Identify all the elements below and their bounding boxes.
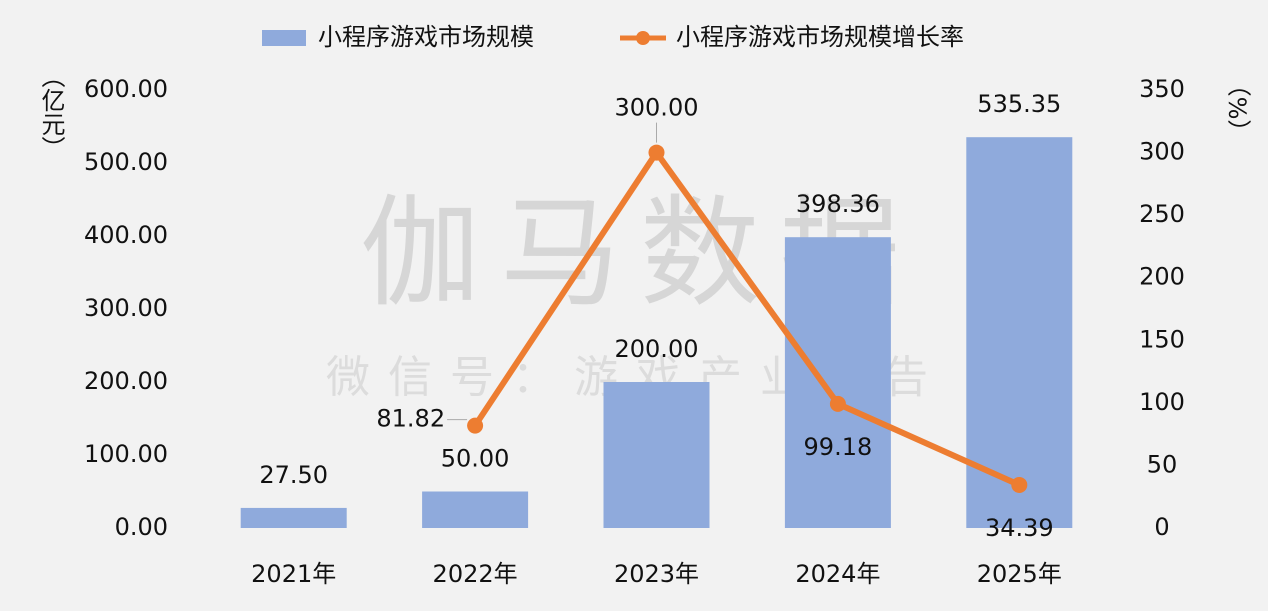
- y-axis-label: （亿元）: [37, 64, 65, 160]
- bar: [603, 382, 710, 528]
- x-tick-label: 2024年: [795, 560, 880, 588]
- y-tick-label: 300.00: [84, 294, 168, 322]
- x-tick-label: 2022年: [433, 560, 518, 588]
- data-label: 99.18: [804, 433, 873, 461]
- y-tick-label: 400.00: [84, 221, 168, 249]
- y2-axis-label: （%）: [1223, 73, 1251, 144]
- y-tick-label: 200.00: [84, 367, 168, 395]
- legend-label: 小程序游戏市场规模: [318, 23, 534, 51]
- data-label: 81.82: [376, 405, 445, 433]
- line-point: [1011, 476, 1028, 493]
- y2-tick-label: 0: [1154, 513, 1169, 541]
- y2-tick-label: 300: [1139, 138, 1185, 166]
- line-point: [467, 417, 484, 434]
- bar: [240, 507, 347, 528]
- y-tick-label: 0.00: [115, 513, 168, 541]
- y2-tick-label: 150: [1139, 325, 1185, 353]
- line: [472, 149, 1021, 488]
- y-tick-label: 100.00: [84, 440, 168, 468]
- data-label: 34.39: [985, 514, 1054, 542]
- line-point: [829, 395, 846, 412]
- y2-tick-label: 50: [1147, 450, 1178, 478]
- legend-swatch: [636, 31, 650, 45]
- y2-tick-label: 100: [1139, 388, 1185, 416]
- bar: [784, 237, 891, 528]
- y-tick-label: 500.00: [84, 148, 168, 176]
- x-tick-label: 2023年: [614, 560, 699, 588]
- x-tick-label: 2021年: [251, 560, 336, 588]
- bar: [422, 491, 529, 528]
- data-label: 50.00: [441, 445, 510, 473]
- data-label: 300.00: [615, 94, 699, 122]
- x-tick-label: 2025年: [977, 560, 1062, 588]
- data-label: 398.36: [796, 190, 880, 218]
- y-tick-label: 600.00: [84, 75, 168, 103]
- bar: [966, 137, 1073, 528]
- legend-label: 小程序游戏市场规模增长率: [676, 23, 964, 51]
- line-point: [648, 144, 665, 161]
- y2-tick-label: 200: [1139, 263, 1185, 291]
- data-label: 27.50: [259, 461, 328, 489]
- y2-tick-label: 250: [1139, 200, 1185, 228]
- y2-tick-label: 350: [1139, 75, 1185, 103]
- legend-swatch: [262, 30, 306, 46]
- data-label: 200.00: [615, 335, 699, 363]
- data-label: 535.35: [977, 90, 1061, 118]
